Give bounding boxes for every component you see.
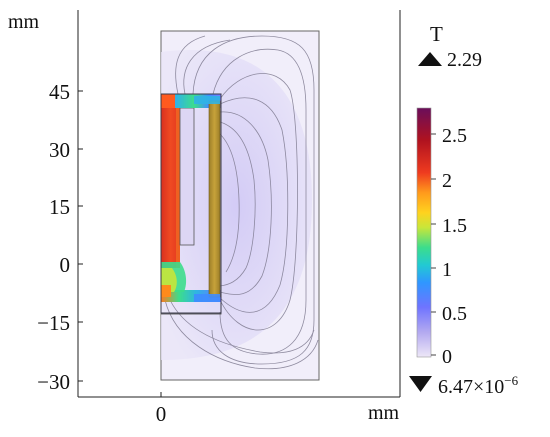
- field-domain: [160, 30, 320, 381]
- flux-lines: [164, 35, 319, 370]
- triangle-down-icon: [409, 376, 432, 392]
- bottom-hot: [161, 285, 171, 297]
- y-tick-45: 45: [49, 80, 70, 104]
- colorbar-min-exponent: −6: [504, 373, 518, 388]
- field-halo: [161, 49, 312, 360]
- outer-outline: [160, 93, 222, 314]
- y-tick-30: 30: [49, 138, 70, 162]
- core-edge: [176, 108, 180, 268]
- colorbar-tick-0: 0: [442, 346, 452, 368]
- y-tick-neg30: −30: [37, 370, 70, 394]
- colorbar: T 2.29 2.5 2 1.5 1 0.5 0 6.47×10−6: [409, 22, 519, 398]
- top-cap-hot: [161, 94, 175, 108]
- colorbar-gradient: [416, 107, 432, 358]
- y-unit-label: mm: [8, 11, 40, 33]
- y-axis-ticks: [78, 90, 162, 397]
- colorbar-tick-2: 2: [442, 170, 452, 192]
- colorbar-unit: T: [430, 22, 443, 46]
- x-tick-0: 0: [156, 402, 167, 426]
- colorbar-tick-2-5: 2.5: [442, 125, 467, 147]
- core-high-field: [161, 108, 180, 268]
- colorbar-tick-0-5: 0.5: [442, 303, 467, 325]
- y-tick-15: 15: [49, 195, 70, 219]
- triangle-up-icon: [418, 52, 442, 66]
- bottom-right-cap: [194, 294, 220, 302]
- y-tick-neg15: −15: [37, 311, 70, 335]
- plot-axes: mm 45 30 15 0 −15 −30 0 mm: [8, 10, 401, 426]
- colorbar-ticks: [431, 133, 436, 356]
- colorbar-min-mantissa: 6.47×10: [438, 376, 504, 398]
- pole-bar: [208, 100, 221, 298]
- colorbar-max-value: 2.29: [447, 49, 482, 71]
- top-right-cap: [194, 96, 220, 104]
- y-tick-0: 0: [60, 253, 71, 277]
- colorbar-tick-1: 1: [442, 259, 452, 281]
- inner-slot: [179, 107, 195, 246]
- colorbar-tick-1-5: 1.5: [442, 215, 467, 237]
- x-unit-label: mm: [368, 402, 400, 424]
- colorbar-min-value: 6.47×10−6: [438, 373, 519, 398]
